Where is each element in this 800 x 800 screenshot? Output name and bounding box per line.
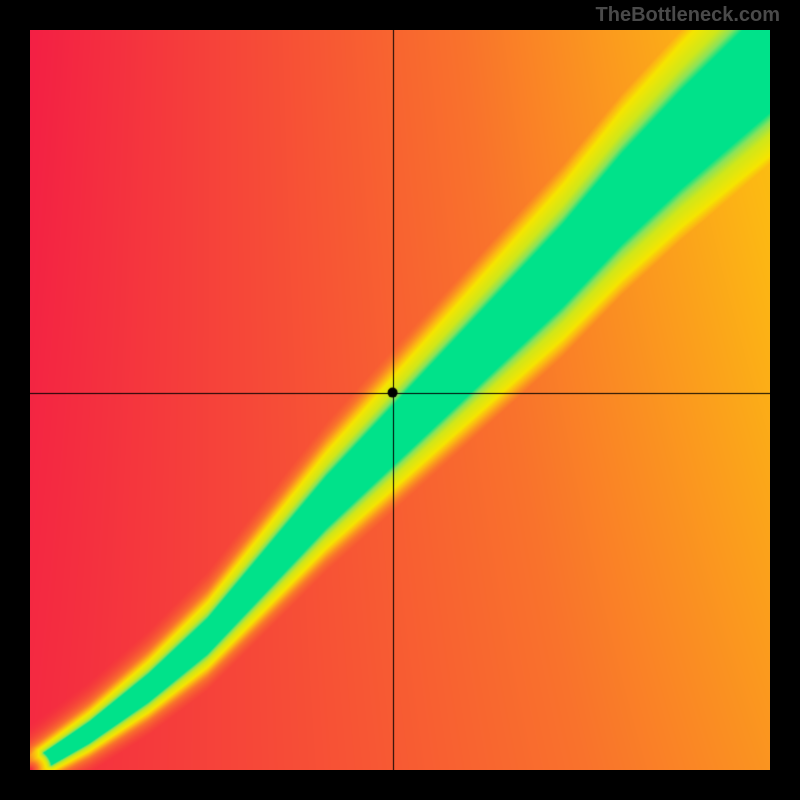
heatmap-canvas — [30, 30, 770, 770]
watermark-text: TheBottleneck.com — [596, 4, 780, 27]
chart-container: TheBottleneck.com — [0, 0, 800, 800]
